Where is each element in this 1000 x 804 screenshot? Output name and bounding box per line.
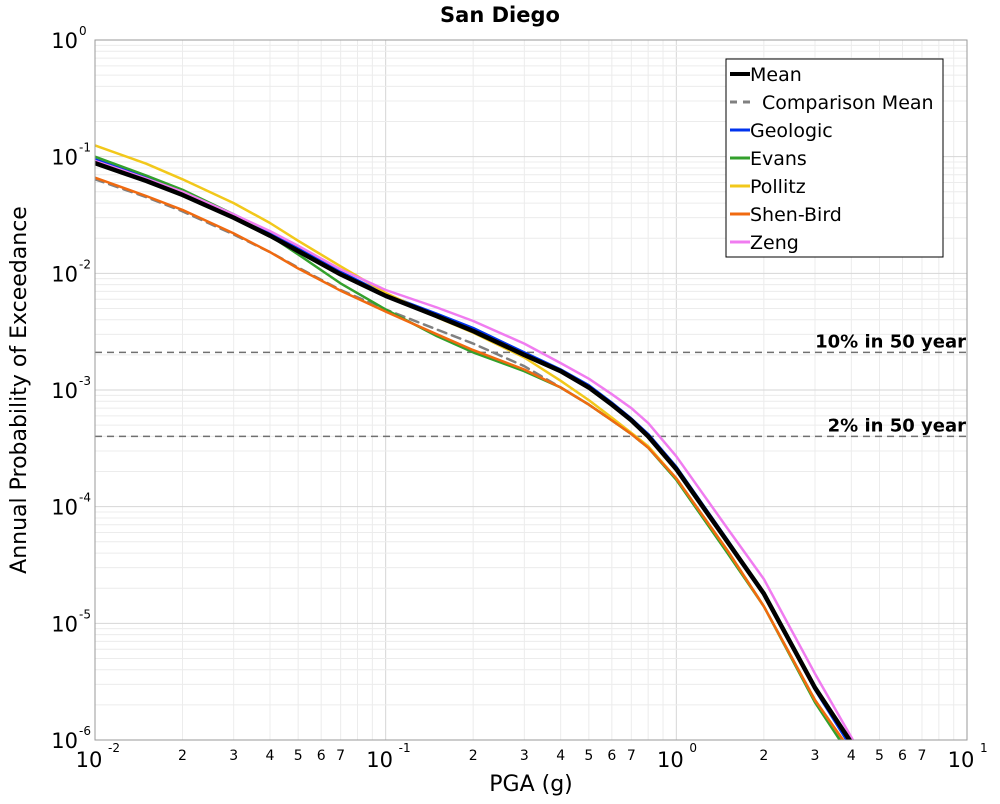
- x-tick-exponent: 0: [689, 741, 697, 755]
- y-tick-base: 10: [51, 146, 78, 170]
- x-tick-exponent: -1: [399, 741, 411, 755]
- legend-item[interactable]: Shen-Bird: [730, 204, 842, 226]
- y-major-tick-label: 10 -3: [51, 374, 91, 403]
- legend-box: [725, 58, 944, 258]
- legend-item[interactable]: Mean: [730, 64, 802, 86]
- x-axis-label: PGA (g): [489, 772, 573, 797]
- legend-item[interactable]: Evans: [730, 148, 807, 170]
- y-tick-base: 10: [51, 379, 78, 403]
- x-minor-tick-label: 2: [469, 748, 478, 764]
- legend-label: Geologic: [750, 120, 833, 142]
- series-line-comparison-mean: [95, 178, 843, 740]
- x-minor-tick-label: 2: [178, 748, 187, 764]
- x-minor-tick-label: 7: [627, 748, 636, 764]
- y-tick-base: 10: [51, 729, 78, 753]
- x-minor-tick-label: 6: [898, 748, 907, 764]
- legend-item[interactable]: Zeng: [730, 232, 799, 254]
- series-line-shen-bird: [95, 176, 845, 740]
- grid: [94, 40, 967, 741]
- x-minor-tick-label: 6: [317, 748, 326, 764]
- x-tick-exponent: 1: [980, 741, 988, 755]
- legend[interactable]: Mean Comparison Mean Geologic Evans Pollitz S…: [725, 58, 944, 258]
- y-tick-exponent: -1: [79, 141, 91, 155]
- x-minor-tick-label: 5: [294, 748, 303, 764]
- y-major-tick-label: 10 -4: [51, 491, 91, 520]
- series-line-mean: [95, 160, 853, 740]
- y-tick-base: 10: [51, 496, 78, 520]
- legend-item[interactable]: Pollitz: [730, 176, 806, 198]
- legend-label: Shen-Bird: [750, 204, 842, 226]
- x-minor-tick-label: 6: [607, 748, 616, 764]
- plot-frame: [94, 39, 968, 741]
- y-tick-exponent: -6: [79, 724, 91, 738]
- reference-line-label: 2% in 50 year: [828, 415, 966, 436]
- x-minor-tick-label: 7: [918, 748, 927, 764]
- tick-labels: 10 -2 2 3 4 5 6 7 10 -1 2 3 4 5 6 7 10 0 2 3 4 5 6 7 10 110 010 -11…: [51, 24, 987, 772]
- series-line-zeng: [95, 159, 855, 740]
- y-tick-base: 10: [51, 262, 78, 286]
- x-tick-base: 10: [366, 748, 393, 772]
- y-axis-label: Annual Probability of Exceedance: [7, 206, 32, 574]
- y-major-tick-label: 10 -6: [51, 724, 91, 753]
- x-major-tick-label: 10 0: [657, 741, 697, 772]
- x-minor-tick-label: 3: [229, 748, 238, 764]
- y-tick-exponent: -2: [79, 257, 91, 271]
- y-tick-exponent: -4: [79, 491, 91, 505]
- x-minor-tick-label: 2: [759, 748, 768, 764]
- y-tick-base: 10: [51, 612, 78, 636]
- y-tick-exponent: -5: [79, 607, 91, 621]
- legend-item[interactable]: Geologic: [730, 120, 833, 142]
- legend-label: Evans: [750, 148, 807, 170]
- reference-lines: 10% in 50 year 2% in 50 year: [95, 331, 967, 438]
- y-major-tick-label: 10 0: [51, 24, 86, 53]
- series-lines: [95, 144, 855, 740]
- y-major-tick-label: 10 -2: [51, 257, 91, 286]
- y-tick-exponent: 0: [79, 24, 87, 38]
- x-major-tick-label: 10 1: [948, 741, 988, 772]
- x-tick-base: 10: [76, 748, 103, 772]
- y-tick-exponent: -3: [79, 374, 91, 388]
- x-tick-base: 10: [657, 748, 684, 772]
- legend-label: Comparison Mean: [762, 92, 934, 114]
- legend-item[interactable]: Comparison Mean: [730, 92, 934, 114]
- y-major-tick-label: 10 -5: [51, 607, 91, 636]
- y-major-tick-label: 10 -1: [51, 141, 91, 170]
- y-tick-base: 10: [51, 29, 78, 53]
- x-minor-tick-label: 4: [556, 748, 565, 764]
- x-minor-tick-label: 4: [266, 748, 275, 764]
- x-minor-tick-label: 4: [847, 748, 856, 764]
- legend-label: Zeng: [750, 232, 799, 254]
- x-major-tick-label: 10 -2: [76, 741, 120, 772]
- chart-title: San Diego: [440, 3, 560, 27]
- reference-line-label: 10% in 50 year: [815, 331, 966, 352]
- x-minor-tick-label: 7: [336, 748, 345, 764]
- x-tick-base: 10: [948, 748, 975, 772]
- x-tick-exponent: -2: [108, 741, 120, 755]
- x-minor-tick-label: 3: [811, 748, 820, 764]
- legend-label: Mean: [750, 64, 802, 86]
- x-minor-tick-label: 5: [584, 748, 593, 764]
- x-minor-tick-label: 3: [520, 748, 529, 764]
- x-major-tick-label: 10 -1: [366, 741, 410, 772]
- legend-label: Pollitz: [750, 176, 806, 198]
- x-minor-tick-label: 5: [875, 748, 884, 764]
